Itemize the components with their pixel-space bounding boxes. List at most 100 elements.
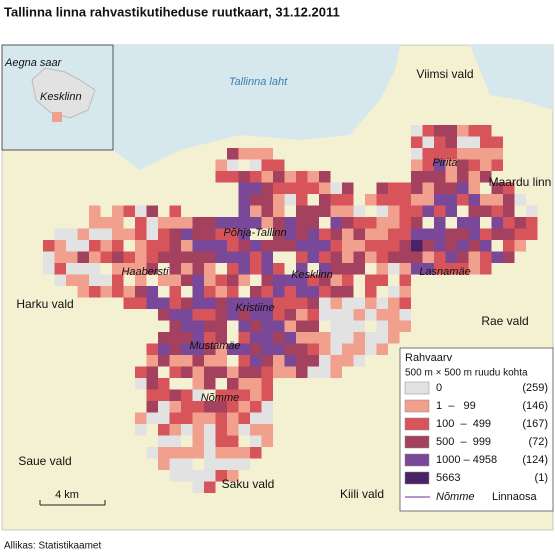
grid-cell: [342, 217, 354, 229]
grid-cell: [227, 343, 239, 355]
grid-cell: [376, 263, 388, 275]
grid-cell: [215, 171, 227, 183]
grid-cell: [181, 458, 193, 470]
grid-cell: [100, 286, 112, 298]
grid-cell: [215, 447, 227, 459]
grid-cell: [123, 263, 135, 275]
grid-cell: [227, 240, 239, 252]
grid-cell: [273, 159, 285, 171]
grid-cell: [169, 297, 181, 309]
grid-cell: [376, 297, 388, 309]
grid-cell: [250, 424, 262, 436]
grid-cell: [158, 274, 170, 286]
grid-cell: [181, 355, 193, 367]
grid-cell: [181, 251, 193, 263]
grid-cell: [434, 125, 446, 137]
grid-cell: [158, 355, 170, 367]
grid-cell: [261, 274, 273, 286]
grid-cell: [181, 412, 193, 424]
grid-cell: [503, 182, 515, 194]
grid-cell: [158, 458, 170, 470]
grid-cell: [284, 274, 296, 286]
grid-cell: [503, 240, 515, 252]
sea: [113, 45, 553, 170]
grid-cell: [181, 228, 193, 240]
grid-cell: [457, 171, 469, 183]
grid-cell: [480, 159, 492, 171]
grid-cell: [457, 240, 469, 252]
grid-cell: [192, 251, 204, 263]
grid-cell: [330, 343, 342, 355]
grid-cell: [330, 355, 342, 367]
grid-cell: [227, 286, 239, 298]
grid-cell: [422, 148, 434, 160]
grid-cell: [112, 205, 124, 217]
grid-cell: [135, 412, 147, 424]
grid-cell: [77, 251, 89, 263]
grid-cell: [238, 366, 250, 378]
grid-cell: [238, 378, 250, 390]
grid-cell: [376, 343, 388, 355]
grid-cell: [330, 251, 342, 263]
grid-cell: [307, 182, 319, 194]
grid-cell: [330, 309, 342, 321]
legend-swatch: [404, 453, 430, 467]
grid-cell: [434, 217, 446, 229]
grid-cell: [215, 412, 227, 424]
grid-cell: [296, 343, 308, 355]
grid-cell: [480, 263, 492, 275]
grid-cell: [273, 194, 285, 206]
grid-cell: [526, 228, 538, 240]
grid-cell: [388, 217, 400, 229]
grid-cell: [388, 332, 400, 344]
grid-cell: [353, 217, 365, 229]
grid-cell: [227, 297, 239, 309]
grid-cell: [480, 251, 492, 263]
grid-cell: [503, 228, 515, 240]
grid-cell: [215, 159, 227, 171]
grid-cell: [135, 205, 147, 217]
grid-cell: [112, 286, 124, 298]
grid-cell: [54, 274, 66, 286]
grid-cell: [146, 343, 158, 355]
grid-cell: [503, 251, 515, 263]
grid-cell: [250, 297, 262, 309]
grid-cell: [215, 228, 227, 240]
grid-cell: [422, 205, 434, 217]
grid-cell: [422, 159, 434, 171]
grid-cell: [204, 251, 216, 263]
grid-cell: [146, 401, 158, 413]
grid-cell: [399, 205, 411, 217]
grid-cell: [457, 217, 469, 229]
grid-cell: [158, 343, 170, 355]
grid-cell: [457, 194, 469, 206]
grid-cell: [296, 228, 308, 240]
grid-cell: [422, 240, 434, 252]
grid-cell: [54, 263, 66, 275]
grid-cell: [307, 171, 319, 183]
grid-cell: [192, 424, 204, 436]
inset-island-label: Aegna saar: [4, 57, 63, 69]
grid-cell: [330, 297, 342, 309]
grid-cell: [526, 205, 538, 217]
grid-cell: [296, 205, 308, 217]
legend-district-sample: Nõmme: [436, 491, 475, 503]
grid-cell: [434, 171, 446, 183]
grid-cell: [434, 136, 446, 148]
grid-cell: [491, 251, 503, 263]
grid-cell: [181, 389, 193, 401]
grid-cell: [146, 251, 158, 263]
grid-cell: [169, 366, 181, 378]
grid-cell: [227, 148, 239, 160]
grid-cell: [468, 205, 480, 217]
grid-cell: [181, 366, 193, 378]
grid-cell: [388, 194, 400, 206]
grid-cell: [204, 320, 216, 332]
grid-cell: [399, 194, 411, 206]
grid-cell: [261, 240, 273, 252]
grid-cell: [135, 424, 147, 436]
grid-cell: [238, 263, 250, 275]
grid-cell: [273, 355, 285, 367]
grid-cell: [192, 389, 204, 401]
grid-cell: [365, 332, 377, 344]
